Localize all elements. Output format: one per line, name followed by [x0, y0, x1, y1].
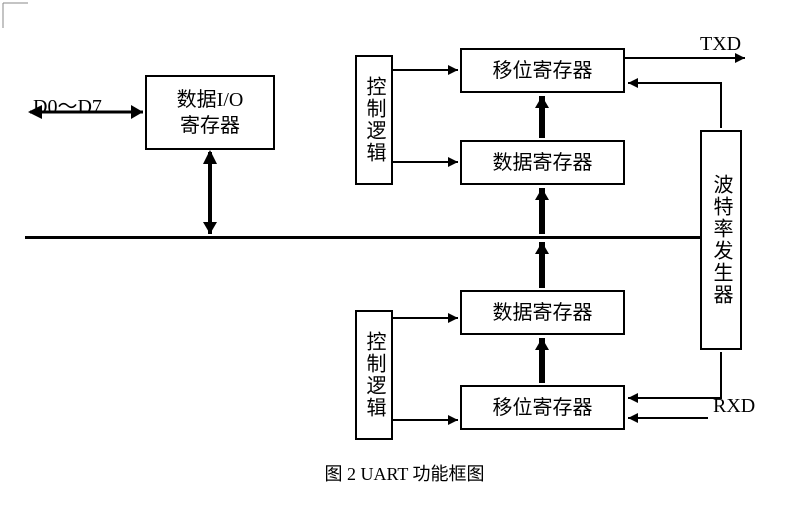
txd-label: TXD — [700, 33, 741, 56]
shift-register-bottom-block: 移位寄存器 — [460, 385, 625, 430]
data-io-register-block: 数据I/O 寄存器 — [145, 75, 275, 150]
diagram-arrows — [0, 0, 809, 512]
data-register-top-block: 数据寄存器 — [460, 140, 625, 185]
rxd-label: RXD — [713, 395, 755, 418]
figure-caption: 图 2 UART 功能框图 — [0, 460, 809, 486]
control-logic-top-block: 控制逻辑 — [355, 55, 393, 185]
baud-rate-generator-block: 波特率发生器 — [700, 130, 742, 350]
data-register-bottom-block: 数据寄存器 — [460, 290, 625, 335]
io-bus-label: D0～D7 — [33, 90, 102, 119]
control-logic-bottom-block: 控制逻辑 — [355, 310, 393, 440]
data-bus — [25, 236, 700, 239]
shift-register-top-block: 移位寄存器 — [460, 48, 625, 93]
